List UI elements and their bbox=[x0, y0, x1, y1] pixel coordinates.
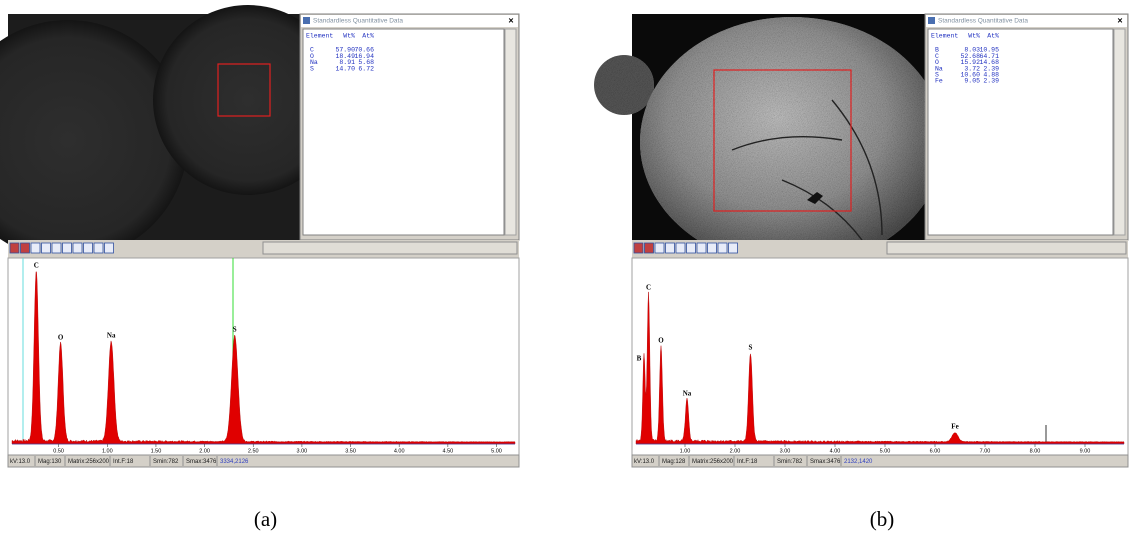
axis-tick-label: 2.00 bbox=[199, 448, 210, 454]
axis-tick-label: 6.00 bbox=[930, 448, 941, 454]
table-header: Element bbox=[306, 33, 333, 40]
axis-tick-label: 9.00 bbox=[1080, 448, 1091, 454]
table-cell: 14.70 bbox=[335, 65, 355, 72]
close-button[interactable]: × bbox=[1117, 15, 1122, 25]
particle bbox=[640, 17, 944, 267]
status-text: 3334,2126 bbox=[220, 459, 249, 465]
axis-tick-label: 3.00 bbox=[297, 448, 308, 454]
table-cell: 6.72 bbox=[358, 65, 374, 72]
peak-label: Na bbox=[107, 332, 116, 340]
peak-label: Na bbox=[683, 390, 692, 398]
toolbar-button[interactable] bbox=[84, 243, 93, 253]
axis-tick-label: 4.50 bbox=[442, 448, 453, 454]
table-header: Wt% bbox=[968, 33, 980, 40]
window-icon bbox=[928, 17, 935, 24]
table-cell: S bbox=[310, 65, 314, 72]
toolbar-button[interactable] bbox=[42, 243, 51, 253]
status-text: Smax:3476 bbox=[186, 459, 217, 465]
axis-tick-label: 3.00 bbox=[780, 448, 791, 454]
figure: Standardless Quantitative Data × Element Wt… bbox=[0, 0, 1134, 535]
peak-label: S bbox=[749, 344, 753, 352]
table-cell: 2.39 bbox=[983, 78, 999, 85]
window-title: Standardless Quantitative Data bbox=[938, 18, 1028, 25]
axis-tick-label: 1.00 bbox=[680, 448, 691, 454]
peak-label: S bbox=[233, 326, 237, 334]
table-header: At% bbox=[362, 33, 374, 40]
axis-tick-label: 8.00 bbox=[1030, 448, 1041, 454]
toolbar-button[interactable] bbox=[21, 243, 30, 253]
peak-label: O bbox=[58, 334, 64, 342]
toolbar-button[interactable] bbox=[634, 243, 643, 253]
peak-label: B bbox=[637, 355, 642, 363]
toolbar-button[interactable] bbox=[708, 243, 717, 253]
toolbar-field bbox=[887, 242, 1126, 254]
status-text: Smax:3476 bbox=[810, 459, 841, 465]
peak-label: O bbox=[658, 337, 664, 345]
axis-tick-label: 2.00 bbox=[730, 448, 741, 454]
data-content bbox=[928, 29, 1113, 235]
axis-tick-label: 1.50 bbox=[151, 448, 162, 454]
toolbar-button[interactable] bbox=[666, 243, 675, 253]
toolbar-button[interactable] bbox=[697, 243, 706, 253]
axis-tick-label: 4.00 bbox=[394, 448, 405, 454]
scrollbar[interactable] bbox=[505, 29, 516, 235]
table-cell: 9.05 bbox=[964, 78, 980, 85]
status-text: kV:13.0 bbox=[10, 459, 31, 465]
window-icon bbox=[303, 17, 310, 24]
particle bbox=[594, 55, 654, 115]
axis-tick-label: 7.00 bbox=[980, 448, 991, 454]
scrollbar[interactable] bbox=[1114, 29, 1125, 235]
axis-tick-label: 5.00 bbox=[880, 448, 891, 454]
toolbar-button[interactable] bbox=[10, 243, 19, 253]
toolbar-button[interactable] bbox=[718, 243, 727, 253]
toolbar-button[interactable] bbox=[31, 243, 40, 253]
axis-tick-label: 0.50 bbox=[53, 448, 64, 454]
toolbar-button[interactable] bbox=[687, 243, 696, 253]
axis-tick-label: 1.00 bbox=[102, 448, 113, 454]
status-text: Matrix:256x200 bbox=[68, 459, 110, 465]
axis-tick-label: 4.00 bbox=[830, 448, 841, 454]
toolbar-button[interactable] bbox=[94, 243, 103, 253]
status-text: kV:13.0 bbox=[634, 459, 655, 465]
caption: (a) bbox=[254, 507, 277, 531]
status-text: Smin:782 bbox=[153, 459, 179, 465]
status-text: Mag:130 bbox=[38, 459, 62, 465]
axis-tick-label: 3.50 bbox=[345, 448, 356, 454]
toolbar-button[interactable] bbox=[645, 243, 654, 253]
axis-tick-label: 2.50 bbox=[248, 448, 259, 454]
status-text: 2132,1420 bbox=[844, 459, 873, 465]
window-title: Standardless Quantitative Data bbox=[313, 18, 403, 25]
eds-panel: Standardless Quantitative Data × Element Wt… bbox=[0, 5, 519, 531]
table-header: At% bbox=[987, 33, 999, 40]
status-text: Int.F:18 bbox=[113, 459, 134, 465]
toolbar-button[interactable] bbox=[105, 243, 114, 253]
close-button[interactable]: × bbox=[508, 15, 513, 25]
spectrum-area bbox=[632, 258, 1128, 455]
status-text: Matrix:256x200 bbox=[692, 459, 734, 465]
toolbar-button[interactable] bbox=[52, 243, 61, 253]
axis-tick-label: 5.00 bbox=[491, 448, 502, 454]
caption: (b) bbox=[870, 507, 895, 531]
toolbar-button[interactable] bbox=[63, 243, 72, 253]
peak-label: C bbox=[646, 284, 651, 292]
status-text: Mag:128 bbox=[662, 459, 686, 465]
table-header: Element bbox=[931, 33, 958, 40]
table-header: Wt% bbox=[343, 33, 355, 40]
toolbar-button[interactable] bbox=[73, 243, 82, 253]
status-text: Int.F:18 bbox=[737, 459, 758, 465]
data-content bbox=[303, 29, 504, 235]
status-text: Smin:782 bbox=[777, 459, 803, 465]
toolbar-button[interactable] bbox=[676, 243, 685, 253]
toolbar-button[interactable] bbox=[655, 243, 664, 253]
eds-panel: Standardless Quantitative Data × Element Wt… bbox=[594, 14, 1128, 531]
table-cell: Fe bbox=[935, 78, 943, 85]
spectrum-area bbox=[8, 258, 519, 455]
toolbar-button[interactable] bbox=[729, 243, 738, 253]
toolbar-field bbox=[263, 242, 517, 254]
peak-label: C bbox=[34, 262, 39, 270]
peak-label: Fe bbox=[951, 423, 958, 431]
